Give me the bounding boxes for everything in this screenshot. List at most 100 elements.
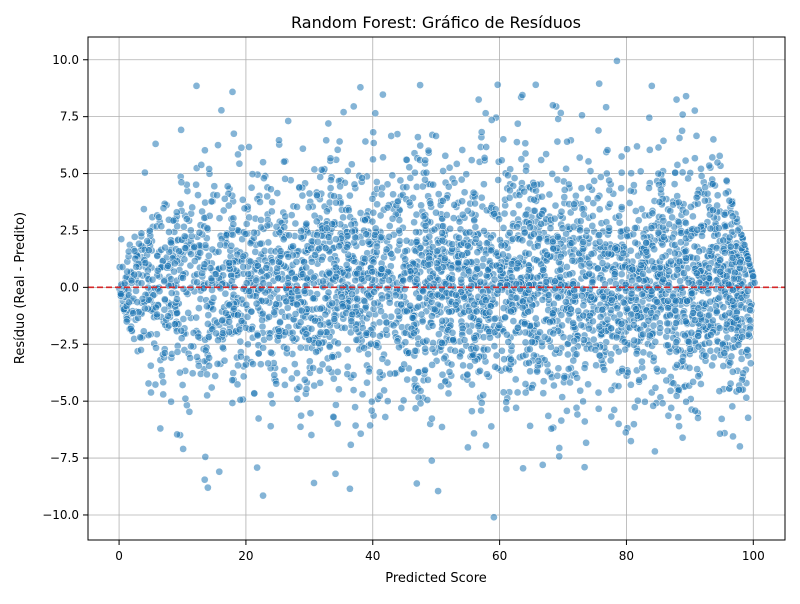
- scatter-point: [312, 348, 320, 356]
- scatter-point: [507, 273, 516, 282]
- scatter-point: [188, 203, 197, 212]
- scatter-point: [585, 182, 594, 191]
- scatter-point: [210, 182, 219, 191]
- scatter-point: [692, 132, 701, 140]
- scatter-point: [172, 208, 181, 217]
- scatter-point: [664, 411, 673, 420]
- scatter-point: [651, 447, 659, 456]
- scatter-point: [477, 398, 486, 407]
- scatter-point: [229, 369, 238, 377]
- scatter-point: [307, 244, 316, 253]
- scatter-point: [242, 360, 250, 369]
- scatter-point: [332, 198, 340, 207]
- scatter-point: [347, 317, 356, 326]
- scatter-point: [666, 257, 675, 266]
- scatter-point: [645, 184, 653, 192]
- scatter-point: [693, 365, 701, 373]
- scatter-point: [542, 150, 550, 158]
- scatter-point: [183, 401, 191, 410]
- scatter-point: [247, 307, 256, 316]
- scatter-point: [487, 246, 495, 255]
- scatter-point: [422, 168, 431, 177]
- scatter-point: [452, 160, 461, 168]
- scatter-point: [473, 248, 482, 257]
- scatter-point: [137, 346, 145, 354]
- scatter-point: [203, 391, 211, 400]
- scatter-point: [220, 194, 229, 203]
- scatter-point: [361, 216, 369, 225]
- scatter-point: [267, 185, 275, 194]
- scatter-point: [205, 361, 213, 370]
- scatter-point: [403, 375, 412, 384]
- scatter-point: [568, 256, 577, 265]
- scatter-point: [579, 284, 587, 293]
- scatter-point: [728, 367, 737, 376]
- scatter-point: [180, 232, 189, 241]
- scatter-point: [181, 244, 190, 252]
- scatter-point: [520, 320, 529, 328]
- scatter-point: [582, 226, 591, 235]
- scatter-point: [486, 233, 495, 242]
- scatter-point: [518, 236, 527, 245]
- scatter-point: [614, 420, 623, 428]
- scatter-point: [596, 173, 605, 181]
- scatter-point: [662, 376, 671, 385]
- scatter-point: [363, 378, 371, 387]
- scatter-point: [241, 230, 250, 238]
- scatter-point: [639, 330, 647, 339]
- scatter-point: [509, 317, 518, 325]
- scatter-point: [376, 211, 385, 220]
- scatter-point: [553, 371, 562, 380]
- scatter-point: [395, 237, 404, 245]
- scatter-point: [471, 199, 479, 208]
- scatter-point: [579, 301, 588, 310]
- scatter-point: [594, 126, 603, 135]
- scatter-point: [250, 389, 259, 398]
- scatter-point: [602, 103, 610, 112]
- scatter-point: [332, 235, 340, 244]
- scatter-point: [214, 247, 223, 256]
- scatter-point: [468, 380, 476, 389]
- scatter-point: [614, 347, 623, 356]
- scatter-point: [658, 253, 667, 262]
- scatter-point: [566, 305, 575, 314]
- scatter-point: [485, 308, 494, 317]
- scatter-point: [247, 325, 256, 333]
- scatter-point: [454, 265, 463, 273]
- scatter-point: [675, 257, 684, 266]
- scatter-point: [635, 376, 643, 384]
- scatter-point: [200, 475, 209, 484]
- scatter-point: [379, 90, 387, 99]
- scatter-point: [706, 331, 715, 339]
- scatter-point: [328, 220, 337, 228]
- scatter-point: [173, 348, 182, 356]
- scatter-point: [292, 300, 301, 309]
- scatter-point: [687, 328, 696, 337]
- scatter-point: [638, 357, 646, 366]
- scatter-point: [689, 378, 697, 386]
- scatter-point: [694, 372, 703, 381]
- scatter-point: [352, 325, 360, 334]
- scatter-point: [579, 311, 588, 320]
- scatter-point: [524, 307, 533, 316]
- scatter-point: [521, 338, 530, 347]
- scatter-point: [245, 287, 254, 295]
- scatter-point: [333, 368, 342, 376]
- scatter-point: [378, 184, 387, 192]
- scatter-point: [316, 328, 325, 337]
- scatter-point: [525, 359, 533, 367]
- scatter-point: [577, 184, 586, 193]
- scatter-point: [335, 242, 343, 251]
- scatter-point: [627, 289, 636, 298]
- scatter-point: [204, 483, 212, 492]
- scatter-point: [490, 275, 499, 284]
- scatter-point: [410, 218, 418, 227]
- scatter-point: [367, 397, 376, 406]
- scatter-point: [179, 445, 187, 453]
- scatter-point: [505, 193, 514, 202]
- scatter-point: [235, 325, 244, 334]
- scatter-point: [221, 309, 230, 317]
- scatter-point: [727, 325, 736, 333]
- scatter-point: [588, 222, 597, 230]
- scatter-point: [175, 247, 183, 256]
